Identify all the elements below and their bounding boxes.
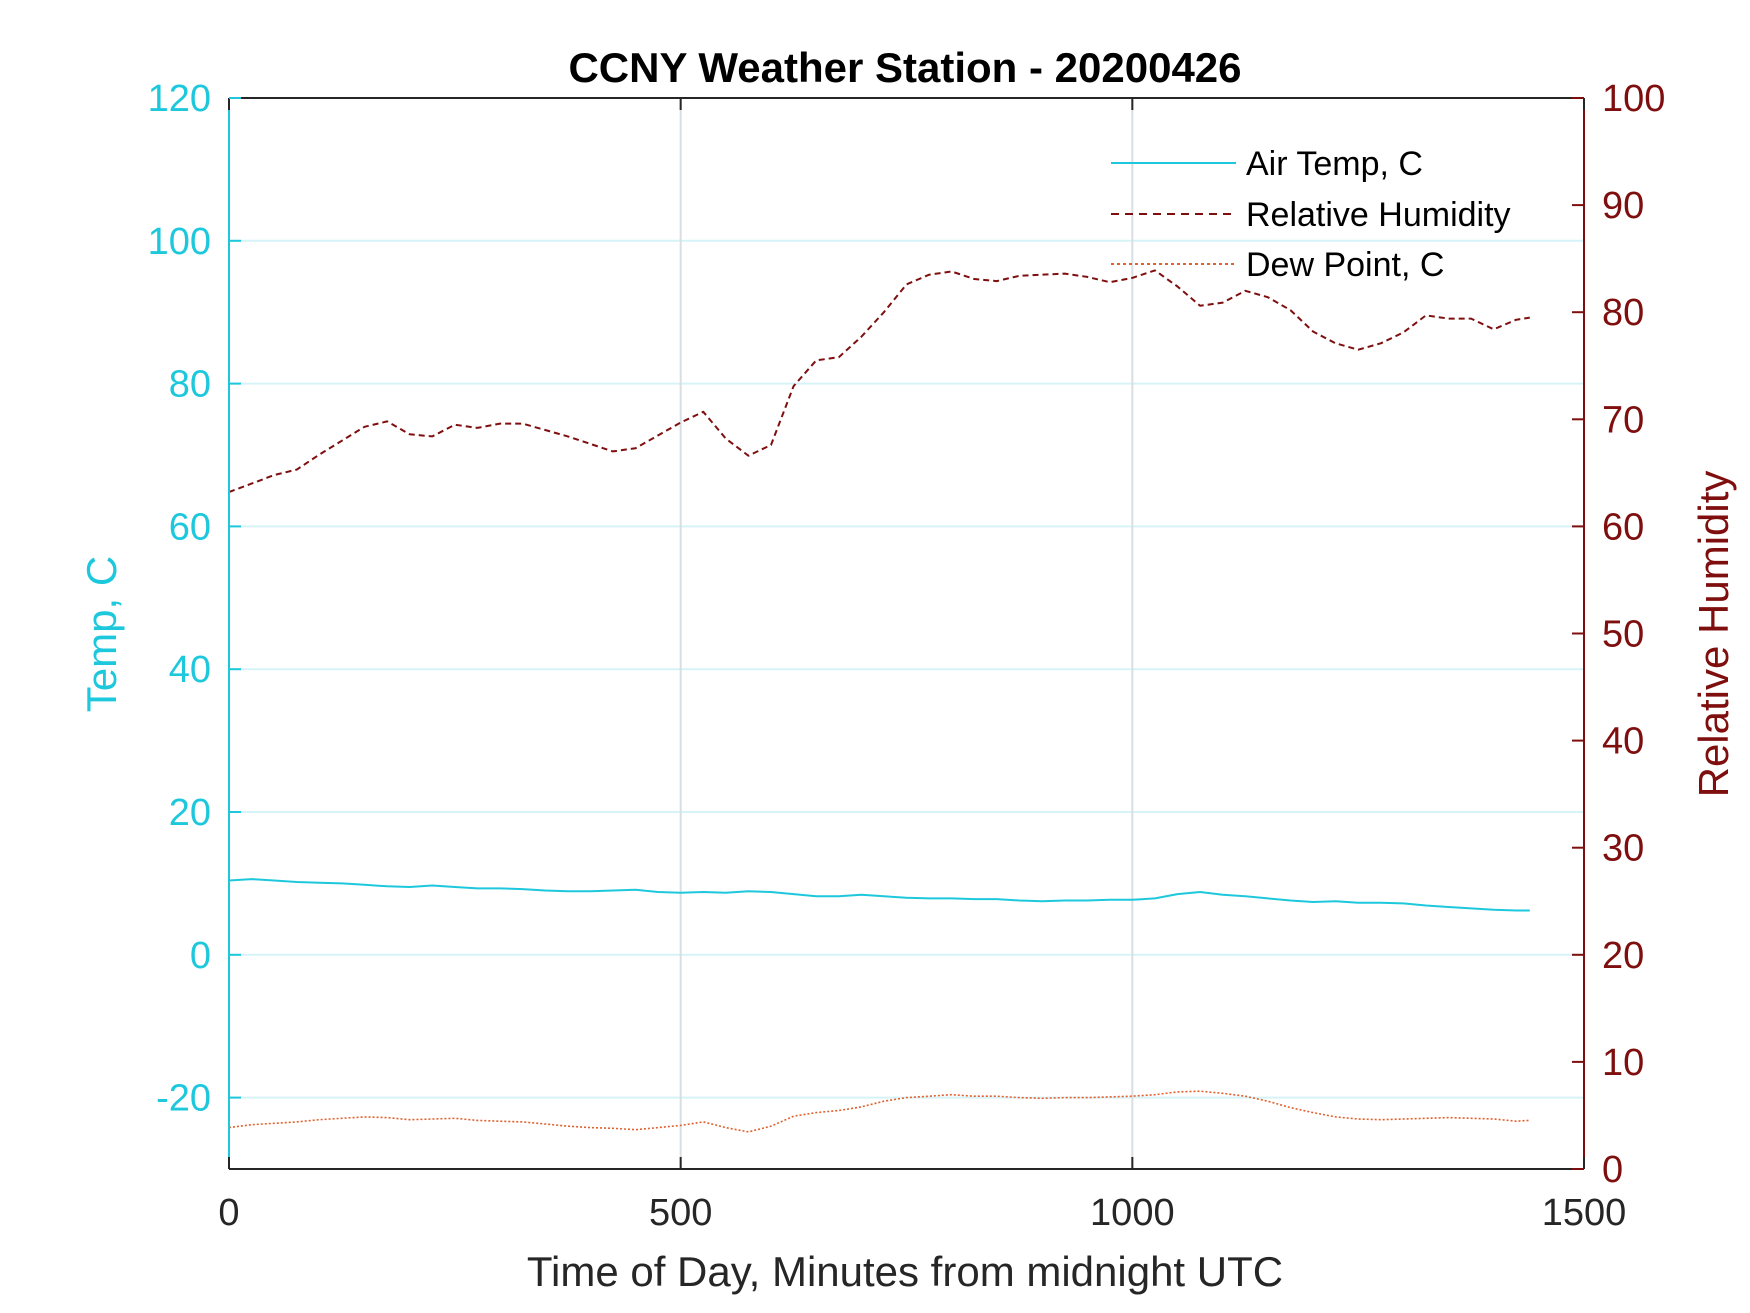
air-temp-line <box>228 878 1530 912</box>
humidity-line <box>228 269 1530 494</box>
y-left-tick-label: 80 <box>169 364 211 406</box>
x-tick-label: 0 <box>218 1192 239 1234</box>
y-right-tick-label: 10 <box>1602 1042 1644 1084</box>
y-left-tick-label: 40 <box>169 649 211 691</box>
y-left-tick-label: 120 <box>148 78 211 120</box>
dew-point-line <box>228 1090 1530 1133</box>
y-right-tick-label: 100 <box>1602 78 1665 120</box>
x-tick-label: 1000 <box>1090 1192 1175 1234</box>
series-lines <box>228 269 1530 1133</box>
legend-label-dew-point: Dew Point, C <box>1246 246 1444 284</box>
y-right-tick-label: 50 <box>1602 614 1644 656</box>
tick-labels: 0 500 1000 1500 -20 0 20 40 60 80 100 120 0 10 20 30 40 5… <box>148 78 1666 1234</box>
y-axis-label-left: Temp, C <box>78 556 125 712</box>
legend-label-humidity: Relative Humidity <box>1246 196 1511 234</box>
x-tick-label: 1500 <box>1542 1192 1627 1234</box>
y-right-tick-label: 60 <box>1602 506 1644 548</box>
chart-title: CCNY Weather Station - 20200426 <box>568 44 1241 91</box>
y-right-tick-label: 40 <box>1602 721 1644 763</box>
x-tick-label: 500 <box>649 1192 712 1234</box>
y-right-tick-label: 70 <box>1602 399 1644 441</box>
y-left-tick-label: 20 <box>169 792 211 834</box>
y-right-tick-label: 0 <box>1602 1149 1623 1191</box>
y-left-tick-label: 100 <box>148 221 211 263</box>
y-left-tick-label: 0 <box>190 935 211 977</box>
y-left-tick-label: -20 <box>156 1078 211 1120</box>
y-right-tick-label: 90 <box>1602 185 1644 227</box>
y-left-tick-label: 60 <box>169 506 211 548</box>
legend: Air Temp, C Relative Humidity Dew Point,… <box>1111 145 1511 284</box>
y-axis-label-right: Relative Humidity <box>1690 471 1737 798</box>
y-right-tick-label: 20 <box>1602 935 1644 977</box>
y-right-tick-label: 80 <box>1602 292 1644 334</box>
x-axis-label: Time of Day, Minutes from midnight UTC <box>527 1248 1283 1295</box>
axes <box>228 97 1585 1170</box>
y-right-tick-label: 30 <box>1602 828 1644 870</box>
legend-label-air-temp: Air Temp, C <box>1246 145 1423 183</box>
